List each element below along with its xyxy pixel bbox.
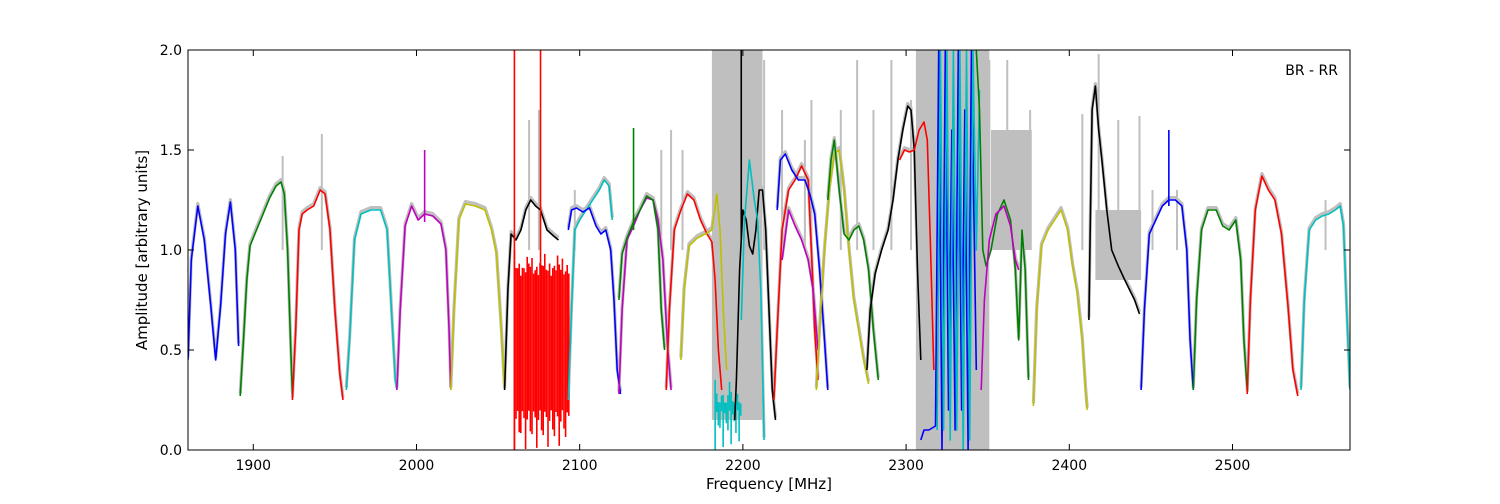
series-line-5 [450, 203, 506, 391]
series-line-1 [239, 181, 294, 397]
series-line-11 [665, 193, 723, 391]
y-tick-label: 0.5 [160, 343, 182, 359]
series-line-29 [1192, 209, 1248, 391]
x-tick-label: 2500 [1215, 458, 1251, 474]
y-tick-label: 1.0 [160, 243, 182, 259]
series-line-31 [1300, 205, 1350, 391]
series-line-25 [980, 205, 1020, 391]
x-tick-label: 2100 [562, 458, 598, 474]
panel-annotation: BR - RR [1285, 63, 1338, 79]
series-line-12 [680, 193, 728, 371]
series-line-24 [975, 50, 1030, 381]
series-line-19 [827, 139, 880, 381]
x-tick-label: 2300 [888, 458, 924, 474]
series-line-23 [936, 50, 981, 450]
series-line-2 [291, 189, 344, 401]
x-tick-label: 1900 [235, 458, 271, 474]
series-line-10 [618, 195, 666, 351]
y-tick-label: 2.0 [160, 43, 182, 59]
series-line-26 [1032, 209, 1088, 411]
axis-layer: 1900 2000 2100 2200 2300 2400 2500 0.0 0.5 1.0 1.5… [160, 43, 1350, 474]
x-tick-label: 2000 [399, 458, 435, 474]
series-line-17 [781, 209, 819, 351]
x-tick-label: 2200 [725, 458, 761, 474]
series-line-0 [188, 201, 240, 361]
series-line-13 [733, 189, 777, 421]
series-line-22 [920, 50, 978, 450]
series-line-8 [567, 207, 622, 395]
y-tick-label: 1.5 [160, 143, 182, 159]
plot-data-layer [188, 50, 1350, 450]
x-tick-label: 2400 [1051, 458, 1087, 474]
x-axis-label: Frequency [MHz] [706, 475, 832, 493]
series-line-30 [1246, 175, 1299, 397]
series-line-27 [1088, 85, 1141, 321]
series-line-6 [503, 199, 560, 391]
y-axis-label: Amplitude [arbitrary units] [133, 150, 151, 350]
series-line-21 [898, 121, 935, 371]
series-line-14 [740, 159, 765, 441]
series-line-18 [815, 149, 870, 391]
series-line-9 [618, 197, 672, 395]
series-line-3 [345, 209, 398, 391]
y-tick-label: 0.0 [160, 443, 182, 459]
series-line-7 [567, 179, 614, 401]
